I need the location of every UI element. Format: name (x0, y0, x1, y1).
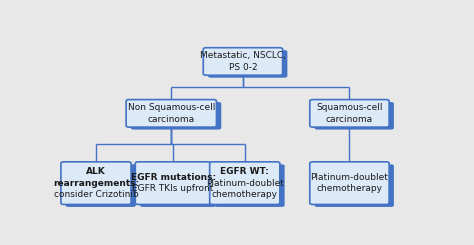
Text: EGFR WT:: EGFR WT: (220, 167, 269, 176)
FancyBboxPatch shape (310, 99, 389, 127)
Text: EGFR mutations:: EGFR mutations: (130, 173, 216, 182)
Text: Platinum-doublet: Platinum-doublet (206, 179, 284, 188)
FancyBboxPatch shape (126, 99, 217, 127)
Text: EGFR TKIs upfront: EGFR TKIs upfront (132, 184, 214, 193)
Text: carcinoma: carcinoma (148, 114, 195, 123)
Text: PS 0-2: PS 0-2 (228, 63, 257, 72)
Text: consider Crizotinib: consider Crizotinib (54, 190, 138, 199)
FancyBboxPatch shape (131, 102, 221, 130)
FancyBboxPatch shape (203, 48, 283, 75)
FancyBboxPatch shape (208, 50, 287, 78)
Text: Metastatic, NSCLC,: Metastatic, NSCLC, (200, 51, 286, 60)
FancyBboxPatch shape (210, 162, 280, 205)
Text: rearrangements:: rearrangements: (53, 179, 139, 188)
Text: carcinoma: carcinoma (326, 114, 373, 123)
FancyBboxPatch shape (214, 164, 284, 207)
FancyBboxPatch shape (310, 162, 389, 205)
Text: Non Squamous-cell: Non Squamous-cell (128, 103, 215, 112)
FancyBboxPatch shape (66, 164, 136, 207)
Text: ALK: ALK (86, 167, 106, 176)
Text: Squamous-cell: Squamous-cell (316, 103, 383, 112)
FancyBboxPatch shape (315, 164, 394, 207)
Text: chemotherapy: chemotherapy (317, 184, 383, 193)
FancyBboxPatch shape (61, 162, 131, 205)
Text: Platinum-doublet: Platinum-doublet (310, 173, 388, 182)
FancyBboxPatch shape (135, 162, 211, 205)
FancyBboxPatch shape (140, 164, 216, 207)
FancyBboxPatch shape (315, 102, 394, 130)
Text: chemotherapy: chemotherapy (212, 190, 278, 199)
